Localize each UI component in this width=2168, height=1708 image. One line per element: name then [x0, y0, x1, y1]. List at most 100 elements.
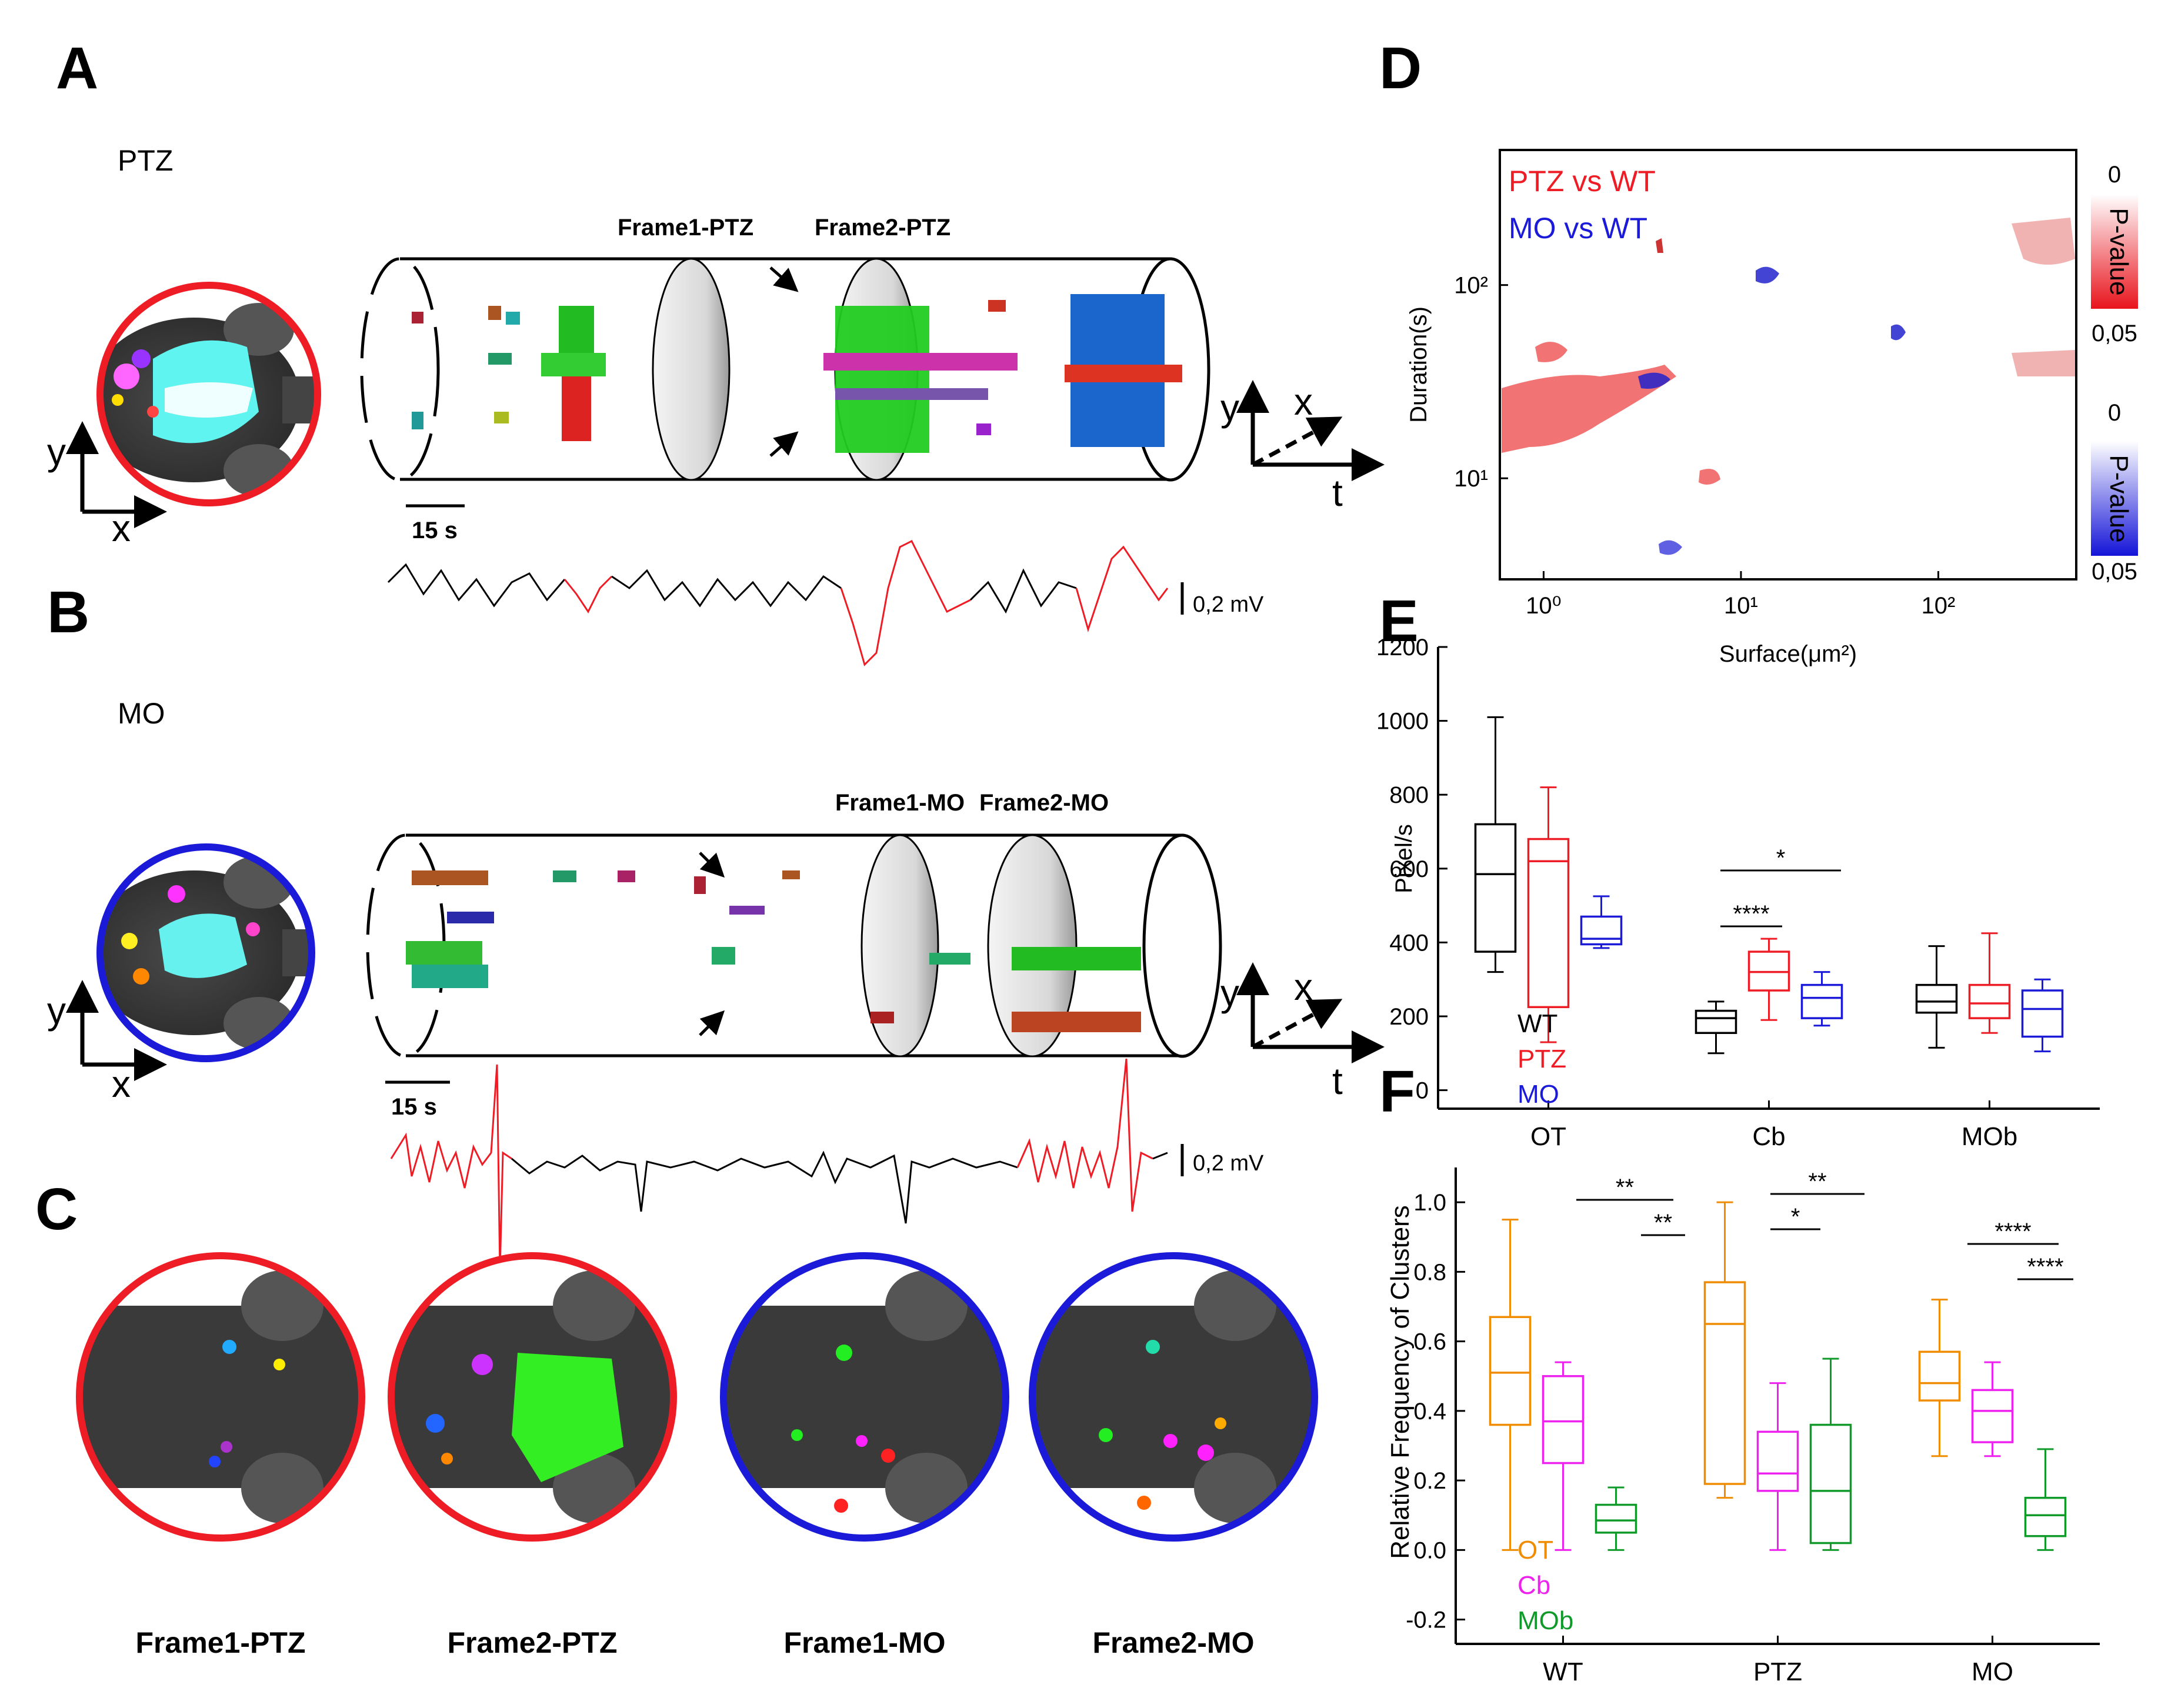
- panel-a-arrow-1: [769, 266, 799, 292]
- panel-d-frame: [1499, 149, 2077, 581]
- chart-e-box-cb-wt: [1695, 1009, 1737, 1035]
- panel-d-ptz-region: [1502, 365, 1676, 453]
- chart-f-ytick-label: 1.0: [1413, 1190, 1446, 1216]
- chart-f-ytick-label: 0.6: [1413, 1329, 1446, 1355]
- chart-f-xtick-label: MO: [1972, 1657, 2013, 1686]
- panel-a-scale-label: 15 s: [412, 518, 458, 543]
- chart-e-box-mob-ptz: [1968, 983, 2011, 1019]
- chart-f-xtick-label: PTZ: [1753, 1657, 1802, 1686]
- chart-f-box-wt-ot: [1489, 1316, 1532, 1426]
- panel-f-chart: -0.20.00.20.40.60.81.0WT PTZ MOOTCbMOb****…: [1406, 1167, 2100, 1686]
- chart-e-legend-mo: MO: [1517, 1080, 1559, 1109]
- chart-e-legend-ptz: PTZ: [1517, 1045, 1566, 1073]
- panel-a-xyt-y: y: [1220, 386, 1239, 429]
- panel-c-brain-1: [76, 1252, 365, 1542]
- chart-f-box-wt-cb: [1542, 1375, 1585, 1465]
- panel-b-frame2-label: Frame2-MO: [979, 790, 1109, 816]
- chart-f-legend-mob: MOb: [1517, 1606, 1573, 1635]
- panel-a-xyt-x: x: [1294, 381, 1313, 423]
- panel-e-ylabel: Pixel/s: [1391, 824, 1417, 893]
- chart-f-box-ptz-cb: [1756, 1430, 1799, 1492]
- chart-f-sig-label: **: [1808, 1169, 1826, 1195]
- panel-d-xtick-label: 10¹: [1724, 593, 1758, 619]
- panel-d-mo-region: [1659, 540, 1682, 555]
- chart-f-ytick-label: 0.8: [1413, 1259, 1446, 1285]
- panel-a-xyt-axes: [1236, 380, 1385, 481]
- chart-e-sig-label: *: [1776, 845, 1786, 871]
- panel-b-mv-label: 0,2 mV: [1193, 1151, 1264, 1176]
- panel-b-axis-y: y: [47, 989, 66, 1032]
- panel-a-axis-y: y: [47, 431, 66, 473]
- panel-a-frame2-label: Frame2-PTZ: [815, 215, 950, 241]
- panel-d-cbar1-label: P-value: [2104, 208, 2133, 295]
- chart-f-ytick-label: 0.4: [1413, 1399, 1446, 1425]
- panel-c-label-3: Frame1-MO: [783, 1626, 945, 1659]
- panel-d-ptz-region: [2012, 350, 2075, 376]
- chart-e-ytick-label: 600: [1389, 856, 1429, 882]
- panel-d-axes: 10⁰ 10¹ 10² 10¹ 10²: [1454, 273, 1955, 619]
- panel-d-ylabel: Duration(s): [1406, 306, 1432, 423]
- panel-a-cylinder: [360, 257, 1210, 482]
- chart-f-legend-cb: Cb: [1517, 1571, 1550, 1600]
- panel-d-cbar1-top: 0: [2108, 162, 2121, 188]
- panel-d-ptz-region: [2012, 218, 2075, 265]
- chart-e-xtick-label: OT: [1530, 1122, 1566, 1151]
- chart-e-xtick-label: MOb: [1962, 1122, 2017, 1151]
- panel-b-arrow-2: [699, 1010, 725, 1036]
- panel-c-brain-4: [1029, 1252, 1318, 1542]
- panel-d-xtick-label: 10²: [1922, 593, 1956, 619]
- panel-d-xlabel: Surface(μm²): [1719, 641, 1857, 667]
- panel-b-xyt-y: y: [1220, 972, 1239, 1014]
- chart-e-ytick-label: 400: [1389, 930, 1429, 956]
- panel-label-e: E: [1379, 588, 1419, 654]
- panel-a-condition: PTZ: [118, 144, 173, 177]
- chart-e-box-ot-wt: [1474, 823, 1517, 953]
- panel-d-legend-mo: MO vs WT: [1509, 212, 1647, 245]
- panel-d-chart: [1499, 149, 2077, 581]
- chart-f-sig-label: **: [1654, 1210, 1672, 1236]
- chart-e-box-ot-ptz: [1527, 838, 1570, 1009]
- chart-e-xtick-label: Cb: [1752, 1122, 1785, 1151]
- panel-d-cbar2-label: P-value: [2104, 455, 2133, 542]
- panel-a-xyt-t: t: [1332, 472, 1343, 514]
- chart-e-sig-label: ****: [1733, 901, 1769, 927]
- panel-f-ylabel: Relative Frequency of Clusters: [1386, 1205, 1415, 1559]
- panel-d-ptz-region: [1535, 342, 1567, 362]
- panel-b-arrow-1: [699, 852, 725, 878]
- panel-d-cbar2-bottom: 0,05: [2092, 559, 2137, 585]
- chart-e-ytick-label: 1200: [1376, 635, 1429, 660]
- chart-f-box-ptz-mob: [1809, 1423, 1852, 1544]
- panel-label-b: B: [47, 579, 89, 645]
- panel-d-colorbar-red: [2091, 194, 2138, 309]
- chart-f-sig-label: ****: [2027, 1254, 2063, 1280]
- chart-f-sig-label: *: [1791, 1204, 1800, 1230]
- chart-f-box-ptz-ot: [1703, 1281, 1746, 1485]
- chart-f-ytick-label: 0.2: [1413, 1468, 1446, 1494]
- panel-d-mo-region: [1891, 324, 1906, 341]
- panel-a-trace: [387, 539, 1169, 666]
- chart-e-box-mob-wt: [1915, 983, 1958, 1014]
- chart-e-ytick-label: 800: [1389, 782, 1429, 808]
- panel-d-xtick-label: 10⁰: [1526, 593, 1562, 619]
- panel-label-f: F: [1379, 1059, 1415, 1125]
- chart-f-box-wt-mob: [1595, 1503, 1637, 1534]
- panel-d-mo-region: [1638, 372, 1670, 389]
- panel-b-axis-x: x: [112, 1063, 131, 1105]
- panel-b-scale-label: 15 s: [391, 1094, 437, 1120]
- panel-label-c: C: [35, 1176, 78, 1242]
- panel-b-brain: [96, 843, 315, 1062]
- panel-d-mo-region: [1756, 266, 1779, 283]
- panel-c-brain-3: [720, 1252, 1009, 1542]
- panel-d-ytick-label: 10¹: [1454, 466, 1488, 492]
- panel-d-cbar2-top: 0: [2108, 400, 2121, 426]
- panel-b-frame1-label: Frame1-MO: [835, 790, 965, 816]
- panel-a-axis-x: x: [112, 507, 131, 549]
- panel-b-trace: [390, 1058, 1168, 1271]
- panel-d-ptz-region: [1699, 469, 1720, 485]
- panel-d-ptz-region: [1656, 238, 1663, 253]
- panel-a-brain: [96, 282, 321, 506]
- panel-b-xy-axes: [66, 980, 167, 1081]
- panel-a-xy-axes: [66, 421, 167, 528]
- panel-d-colorbar-blue: [2091, 441, 2138, 556]
